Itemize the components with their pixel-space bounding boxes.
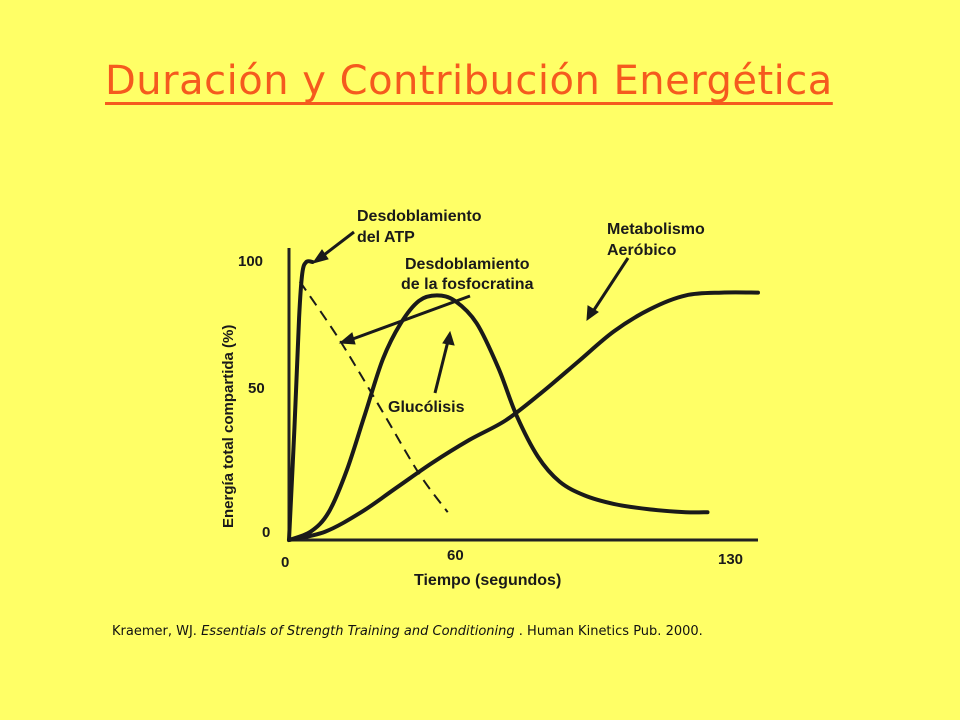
arrow-pcr xyxy=(349,294,471,342)
arrow-glycolysis xyxy=(433,340,450,394)
series-line-atp xyxy=(287,259,315,542)
annotation-pcr-line1: Desdoblamiento xyxy=(405,256,530,273)
citation: Kraemer, WJ. Essentials of Strength Trai… xyxy=(112,624,703,639)
x-tick-130: 130 xyxy=(718,551,743,568)
x-axis-label: Tiempo (segundos) xyxy=(414,572,561,589)
annotation-atp-line2: del ATP xyxy=(357,229,415,246)
series-line-glucolisis xyxy=(287,293,710,542)
arrow-glycolysis-head xyxy=(442,330,455,346)
annotation-aerobic-line2: Aeróbico xyxy=(607,242,677,259)
series-line-fosfocratina xyxy=(298,280,449,513)
y-tick-100: 100 xyxy=(238,253,263,270)
series-line-aerobico xyxy=(287,290,760,542)
y-axis-label: Energía total compartida (%) xyxy=(220,325,237,528)
arrow-aerobic-head xyxy=(586,305,599,322)
arrow-atp-head xyxy=(311,249,329,264)
citation-author: Kraemer, WJ. xyxy=(112,624,197,639)
annotation-pcr-line2: de la fosfocratina xyxy=(401,276,534,293)
y-tick-50: 50 xyxy=(248,380,265,397)
arrow-pcr-head xyxy=(338,332,356,345)
annotation-atp-line1: Desdoblamiento xyxy=(357,208,482,225)
arrow-atp xyxy=(319,230,355,260)
y-tick-0: 0 xyxy=(262,524,270,541)
slide-title: Duración y Contribución Energética xyxy=(105,58,833,104)
annotation-aerobic-line1: Metabolismo xyxy=(607,221,705,238)
annotation-glycolysis: Glucólisis xyxy=(388,399,465,416)
annotation-arrows xyxy=(311,230,630,394)
arrow-aerobic xyxy=(590,257,630,314)
citation-title: Essentials of Strength Training and Cond… xyxy=(201,624,515,639)
x-tick-60: 60 xyxy=(447,547,464,564)
citation-publisher: . Human Kinetics Pub. 2000. xyxy=(518,624,703,639)
x-tick-0: 0 xyxy=(281,554,289,571)
